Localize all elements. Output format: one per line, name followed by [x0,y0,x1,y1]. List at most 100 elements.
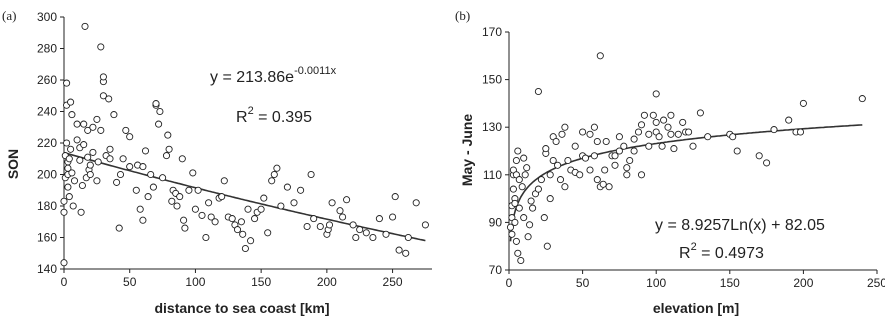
data-point [237,218,245,226]
data-point [352,233,360,242]
data-point [70,177,79,185]
data-point [660,116,668,124]
panel-a-label: (a) [2,8,16,23]
data-point [508,230,516,238]
data-point [652,118,660,126]
panel-a-r2-symbol: R [236,109,248,126]
panel-b-x-tick-label: 200 [793,276,813,290]
data-point [84,153,92,161]
panel-a-equation-base: y = 213.86e [210,69,294,86]
data-point [60,208,68,216]
data-point [67,98,75,106]
data-point [512,237,520,245]
data-point [509,185,517,193]
data-point [520,214,528,222]
panel-a-x-tick-label: 150 [251,275,271,289]
data-point [602,137,610,146]
data-point [518,183,526,191]
data-point [86,170,94,179]
data-point [97,43,105,51]
data-point [99,73,107,81]
data-point [515,204,523,212]
data-point [689,142,697,150]
data-point [679,118,687,126]
panel-b-label: (b) [455,8,470,23]
data-point [93,115,101,123]
data-point [343,196,351,204]
data-point [283,183,291,191]
data-point [239,230,247,238]
data-point [634,128,643,136]
data-point [605,183,613,191]
data-point [521,171,529,179]
data-point [89,148,97,156]
data-point [596,52,604,60]
data-point [260,194,268,202]
data-point [220,177,228,185]
data-point [540,214,548,222]
data-point [755,152,763,160]
data-point [615,147,623,155]
panel-b-y-tick-label: 130 [482,120,502,134]
data-point [534,87,542,96]
data-point [162,152,171,160]
data-point [176,193,184,201]
data-point [649,111,657,119]
data-point [554,161,562,169]
data-point [696,109,704,117]
data-point [349,221,357,229]
data-point [655,133,663,141]
data-point [527,197,535,205]
data-point [325,221,334,229]
data-point [194,186,202,194]
data-point [89,123,97,131]
data-point [207,213,215,221]
data-point [581,154,590,162]
data-point [395,246,403,254]
data-point [590,152,598,160]
data-point [106,145,114,153]
data-point [244,205,252,213]
data-point [155,120,163,128]
data-point [579,128,587,136]
data-point [316,222,324,231]
panel-a-x-axis-title: distance to sea coast [km] [154,300,329,316]
panel-a-y-tick-label: 240 [37,105,57,119]
data-point [185,186,193,194]
data-point [178,155,186,163]
data-point [257,205,265,213]
data-point [421,221,429,229]
data-point [76,156,84,164]
panel-b-r-squared: R2 = 0.4973 [679,241,764,262]
data-point [202,233,210,242]
data-point [640,111,648,119]
data-point [69,202,77,210]
data-point [375,215,383,223]
data-point [165,145,173,153]
data-point [571,142,579,150]
panel-a-y-tick-label: 140 [37,262,57,276]
data-point [328,199,336,207]
data-point [514,249,522,257]
data-point [139,216,147,224]
panel-b-y-tick-label: 110 [483,168,502,182]
panel-b-r2-value: = 0.4973 [697,245,764,262]
data-point [515,176,523,184]
panel-a-y-tick-label: 160 [37,231,57,245]
data-point [94,158,102,166]
data-point [561,183,569,191]
panel-b-x-tick-label: 250 [867,276,885,290]
data-point [561,123,569,131]
data-point [412,199,420,207]
data-point [268,177,276,185]
data-point [667,130,675,138]
panel-a-axes: 140 160 180 200 220 240 260 280 300 0 50 100 150 200 2… [37,10,432,289]
data-point [590,123,598,131]
data-point [564,156,572,165]
panel-b-y-tick-label: 70 [489,263,503,277]
data-point [534,185,542,193]
data-point [733,147,741,155]
data-point [80,120,88,128]
data-point [251,215,259,223]
data-point [68,169,76,177]
